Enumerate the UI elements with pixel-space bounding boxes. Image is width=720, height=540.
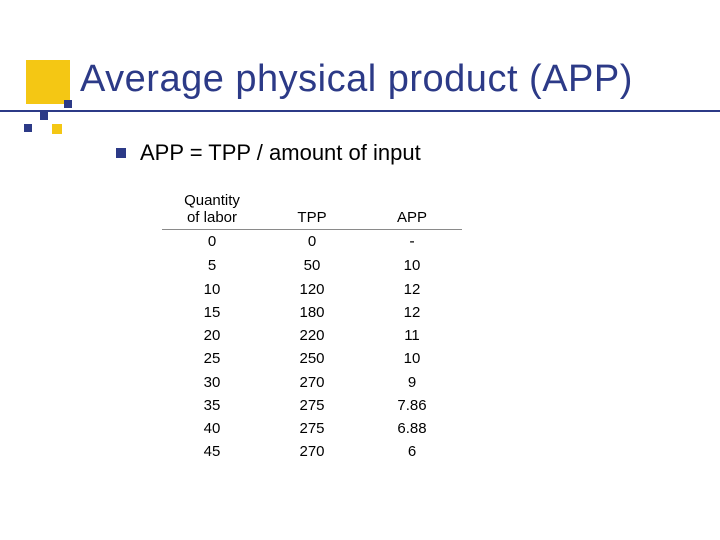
table-row: 302709 — [162, 371, 462, 394]
cell-app: 11 — [362, 324, 462, 347]
decor-navy-block — [24, 124, 32, 132]
cell-qty: 0 — [162, 230, 262, 255]
title-underline — [0, 110, 720, 112]
cell-qty: 15 — [162, 301, 262, 324]
slide-title: Average physical product (APP) — [80, 58, 633, 101]
slide: Average physical product (APP) APP = TPP… — [0, 0, 720, 540]
col-header-tpp: TPP — [262, 209, 362, 226]
col-header-line2: of labor — [187, 209, 237, 226]
cell-tpp: 0 — [262, 230, 362, 255]
cell-app: 6 — [362, 440, 462, 463]
table-header: Quantity of labor TPP APP — [162, 192, 462, 230]
cell-qty: 20 — [162, 324, 262, 347]
table-row: 55010 — [162, 254, 462, 277]
bullet-text: APP = TPP / amount of input — [140, 140, 421, 166]
table-body: 00-5501010120121518012202201125250103027… — [162, 230, 462, 464]
decor-navy-block — [64, 100, 72, 108]
cell-tpp: 180 — [262, 301, 362, 324]
cell-qty: 25 — [162, 347, 262, 370]
table-row: 1518012 — [162, 301, 462, 324]
cell-tpp: 50 — [262, 254, 362, 277]
decor-yellow-block-small — [52, 124, 62, 134]
col-header-quantity: Quantity of labor — [162, 192, 262, 227]
cell-qty: 45 — [162, 440, 262, 463]
cell-app: 12 — [362, 301, 462, 324]
table-row: 402756.88 — [162, 417, 462, 440]
col-header-app: APP — [362, 209, 462, 226]
decor-navy-block — [40, 112, 48, 120]
table-row: 352757.86 — [162, 394, 462, 417]
cell-qty: 5 — [162, 254, 262, 277]
table-row: 1012012 — [162, 278, 462, 301]
cell-app: - — [362, 230, 462, 255]
cell-tpp: 270 — [262, 440, 362, 463]
cell-tpp: 270 — [262, 371, 362, 394]
cell-app: 7.86 — [362, 394, 462, 417]
cell-tpp: 275 — [262, 394, 362, 417]
cell-app: 10 — [362, 254, 462, 277]
data-table: Quantity of labor TPP APP 00-55010101201… — [162, 192, 462, 464]
table-row: 00- — [162, 230, 462, 255]
table-row: 2022011 — [162, 324, 462, 347]
table-row: 452706 — [162, 440, 462, 463]
table-row: 2525010 — [162, 347, 462, 370]
cell-qty: 30 — [162, 371, 262, 394]
cell-tpp: 120 — [262, 278, 362, 301]
cell-tpp: 275 — [262, 417, 362, 440]
cell-app: 10 — [362, 347, 462, 370]
cell-tpp: 220 — [262, 324, 362, 347]
cell-qty: 40 — [162, 417, 262, 440]
cell-qty: 35 — [162, 394, 262, 417]
cell-qty: 10 — [162, 278, 262, 301]
decor-yellow-block — [26, 60, 70, 104]
cell-app: 9 — [362, 371, 462, 394]
bullet-row: APP = TPP / amount of input — [116, 140, 421, 166]
cell-tpp: 250 — [262, 347, 362, 370]
col-header-line1: Quantity — [184, 192, 240, 209]
cell-app: 6.88 — [362, 417, 462, 440]
cell-app: 12 — [362, 278, 462, 301]
bullet-icon — [116, 148, 126, 158]
